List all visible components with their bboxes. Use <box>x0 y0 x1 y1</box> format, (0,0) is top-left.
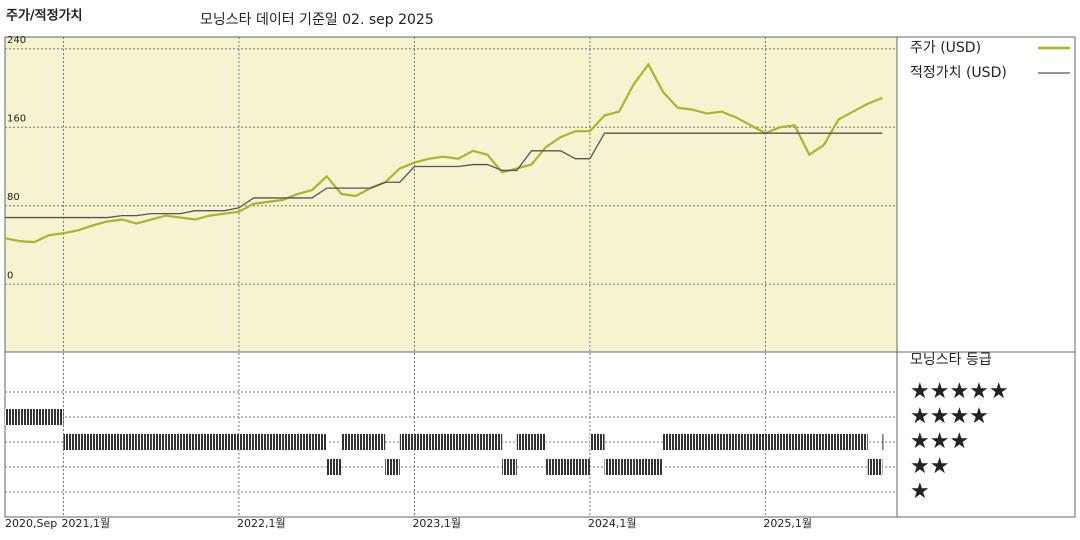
rating-bar <box>721 434 737 450</box>
rating-bar <box>78 434 93 450</box>
rating-bar <box>209 434 225 450</box>
rating-bar <box>34 409 49 425</box>
rating-bar <box>63 434 79 450</box>
rating-title: 모닝스타 등급 <box>910 352 992 368</box>
rating-bar <box>19 409 35 425</box>
rating-row-label: ★★★★★ <box>910 379 1009 404</box>
rating-bar <box>151 434 166 450</box>
rating-bar <box>867 459 883 475</box>
rating-bar <box>809 434 824 450</box>
frame <box>4 36 1076 518</box>
rating-bar <box>516 434 532 450</box>
rating-bar <box>195 434 210 450</box>
y-tick-label: 0 <box>7 270 13 281</box>
x-tick-label: 2024,1월 <box>588 517 637 530</box>
rating-bar <box>853 434 868 450</box>
rating-bar <box>5 409 20 425</box>
x-tick-label: 2025,1월 <box>763 517 812 530</box>
rating-bar <box>882 434 884 450</box>
rating-bar <box>268 434 283 450</box>
series-line <box>4 62 883 244</box>
rating-bar <box>48 409 64 425</box>
rating-bar <box>458 434 473 450</box>
rating-bar <box>326 459 342 475</box>
rating-row-label: ★★★★ <box>910 404 989 429</box>
rating-bar <box>823 434 839 450</box>
y-tick-label: 240 <box>7 35 26 46</box>
rating-bar <box>92 434 108 450</box>
x-tick-label: 2022,1월 <box>237 517 286 530</box>
rating-bar <box>238 434 254 450</box>
rating-bar <box>136 434 152 450</box>
legend-label: 적정가치 (USD) <box>910 65 1007 81</box>
rating-bar <box>546 459 561 475</box>
x-tick-label: 2020,Sep <box>5 517 57 530</box>
rating-bar <box>692 434 707 450</box>
y-tick-label: 160 <box>7 113 26 124</box>
rating-bar <box>663 434 678 450</box>
rating-bar <box>487 434 503 450</box>
rating-bar <box>706 434 722 450</box>
rating-bar <box>297 434 313 450</box>
rating-bar <box>385 459 400 475</box>
x-tick-label: 2021,1월 <box>61 517 110 530</box>
rating-bar <box>107 434 122 450</box>
rating-bar <box>429 434 444 450</box>
rating-bar <box>794 434 810 450</box>
rating-bar <box>648 459 664 475</box>
rating-bar <box>677 434 693 450</box>
rating-bar <box>341 434 356 450</box>
rating-bar <box>531 434 547 450</box>
rating-bar <box>472 434 488 450</box>
rating-bar <box>253 434 269 450</box>
rating-bar <box>414 434 430 450</box>
rating-bar <box>589 434 605 450</box>
rating-bar <box>224 434 239 450</box>
rating-bar <box>780 434 795 450</box>
rating-bar <box>575 459 590 475</box>
rating-bar <box>370 434 386 450</box>
chart-title: 주가/적정가치 <box>6 8 83 24</box>
rating-bar <box>312 434 327 450</box>
rating-bar <box>765 434 781 450</box>
y-tick-label: 80 <box>7 192 20 203</box>
rating-bar <box>633 459 649 475</box>
chart-subtitle: 모닝스타 데이터 기준일 02. sep 2025 <box>200 12 434 28</box>
rating-bar <box>838 434 854 450</box>
rating-bar <box>750 434 766 450</box>
rating-bar <box>165 434 181 450</box>
series-line <box>5 132 883 219</box>
rating-bar <box>736 434 751 450</box>
rating-bar <box>443 434 459 450</box>
plot-background <box>5 37 897 352</box>
rating-bar <box>121 434 137 450</box>
rating-bar <box>502 459 517 475</box>
rating-bar <box>619 459 634 475</box>
legend-label: 주가 (USD) <box>910 40 981 56</box>
rating-bar <box>282 434 298 450</box>
rating-bar <box>180 434 196 450</box>
rating-bar <box>355 434 371 450</box>
rating-bar <box>399 434 415 450</box>
rating-row-label: ★ <box>910 479 930 504</box>
rating-row-label: ★★★ <box>910 429 969 454</box>
rating-bar <box>604 459 620 475</box>
rating-bar <box>560 459 576 475</box>
x-tick-label: 2023,1월 <box>412 517 461 530</box>
rating-row-label: ★★ <box>910 454 949 479</box>
